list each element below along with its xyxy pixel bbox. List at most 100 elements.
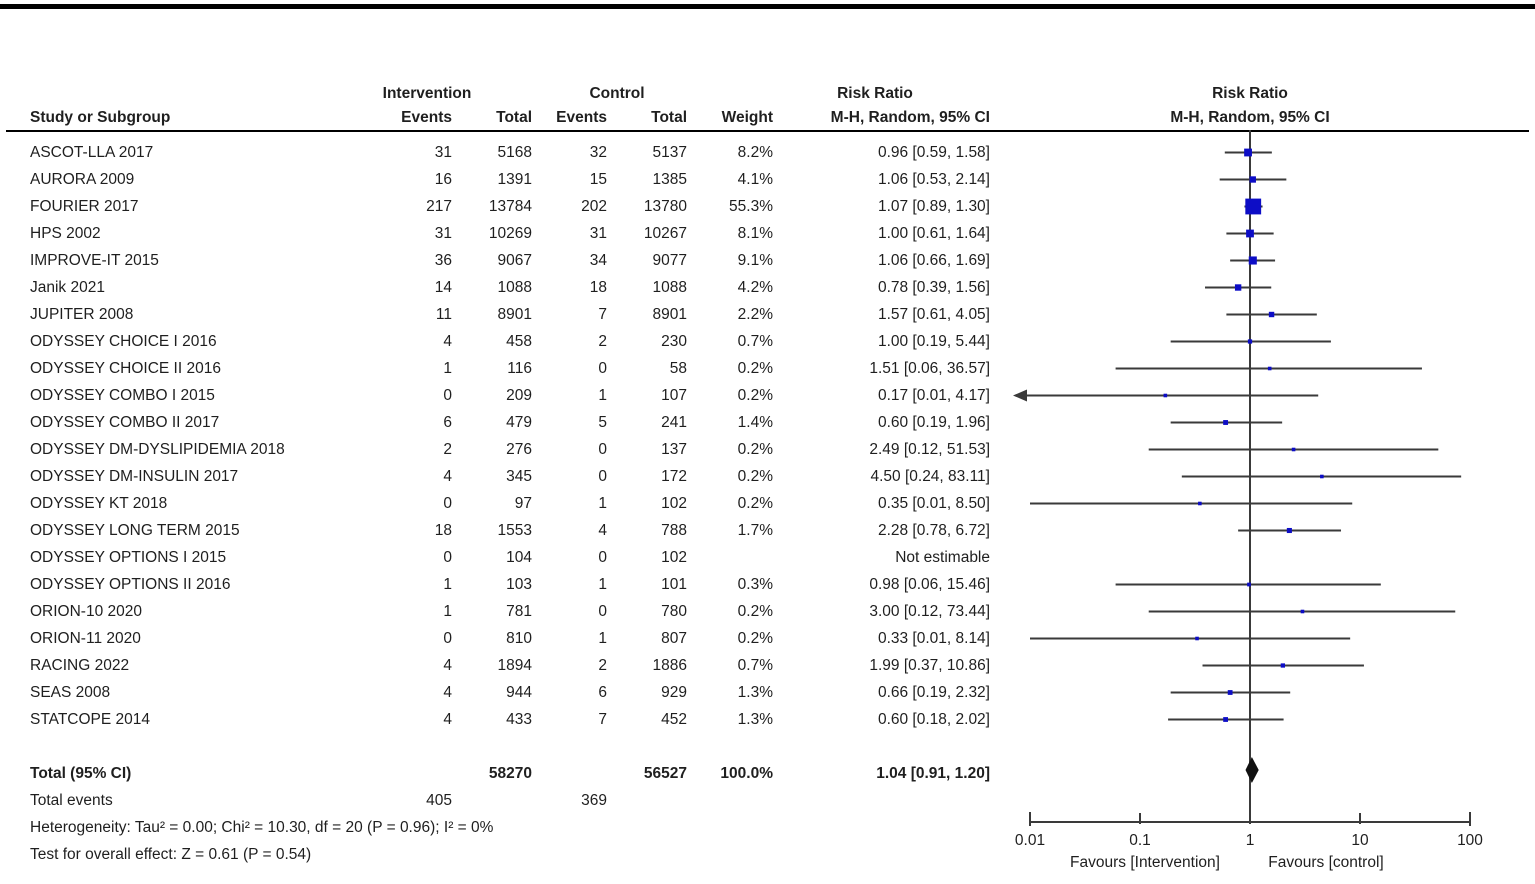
overall-effect-stats: Test for overall effect: Z = 0.61 (P = 0… xyxy=(30,846,312,863)
study-name-cell: ODYSSEY LONG TERM 2015 xyxy=(30,522,240,539)
control-events-cell: 0 xyxy=(598,360,607,377)
table-row: FOURIER 2017 217 13784 202 13780 55.3% 1.07 [0… xyxy=(0,193,1000,220)
intervention-total-cell: 479 xyxy=(506,414,532,431)
control-total-cell: 230 xyxy=(661,333,687,350)
rr-marker xyxy=(1268,311,1275,318)
weight-cell: 0.3% xyxy=(737,576,773,593)
top-rule xyxy=(0,4,1535,9)
table-row: ODYSSEY DM-INSULIN 2017 4 345 0 172 0.2% 4.50 … xyxy=(0,463,1000,490)
ci-arrow-left xyxy=(1013,389,1027,402)
weight-cell: 2.2% xyxy=(737,306,773,323)
intervention-events-cell: 4 xyxy=(443,684,452,701)
control-events-cell: 31 xyxy=(589,225,607,242)
intervention-events-cell: 4 xyxy=(443,468,452,485)
table-row: ORION-11 2020 0 810 1 807 0.2% 0.33 [0.01, 8.1… xyxy=(0,625,1000,652)
total-events-intervention: 405 xyxy=(426,792,452,809)
intervention-events-cell: 6 xyxy=(443,414,452,431)
intervention-events-cell: 31 xyxy=(434,225,452,242)
control-total-cell: 788 xyxy=(661,522,687,539)
table-row: Janik 2021 14 1088 18 1088 4.2% 0.78 [0.39, 1.… xyxy=(0,274,1000,301)
control-events-cell: 0 xyxy=(598,441,607,458)
risk-ratio-cell: 0.60 [0.18, 2.02] xyxy=(877,711,990,728)
risk-ratio-cell: 0.78 [0.39, 1.56] xyxy=(877,279,990,296)
rr-marker xyxy=(1247,582,1251,587)
table-row: ASCOT-LLA 2017 31 5168 32 5137 8.2% 0.96 [0.59… xyxy=(0,139,1000,166)
study-name-cell: ASCOT-LLA 2017 xyxy=(30,144,154,161)
control-total-cell: 1385 xyxy=(652,171,687,188)
control-total-header: Total xyxy=(651,109,687,126)
control-total-cell: 5137 xyxy=(652,144,687,161)
intervention-events-cell: 4 xyxy=(443,657,452,674)
study-column-header: Study or Subgroup xyxy=(30,109,171,126)
intervention-total-cell: 97 xyxy=(514,495,532,512)
table-row: HPS 2002 31 10269 31 10267 8.1% 1.00 [0.61, 1.… xyxy=(0,220,1000,247)
control-events-cell: 0 xyxy=(598,603,607,620)
method-column-header: M-H, Random, 95% CI xyxy=(830,109,990,126)
intervention-total-cell: 1553 xyxy=(497,522,532,539)
control-total-cell: 172 xyxy=(661,468,687,485)
control-events-cell: 5 xyxy=(598,414,607,431)
intervention-total-cell: 1894 xyxy=(497,657,532,674)
table-row: ODYSSEY OPTIONS I 2015 0 104 0 102 Not estima… xyxy=(0,544,1000,571)
total-events-label: Total events xyxy=(30,792,113,809)
table-row: ODYSSEY KT 2018 0 97 1 102 0.2% 0.35 [0.01, 8.… xyxy=(0,490,1000,517)
intervention-events-cell: 36 xyxy=(434,252,452,269)
table-row: ODYSSEY DM-DYSLIPIDEMIA 2018 2 276 0 137 0.2%… xyxy=(0,436,1000,463)
study-name-cell: ODYSSEY OPTIONS II 2016 xyxy=(30,576,231,593)
rr-marker xyxy=(1223,420,1229,425)
intervention-events-cell: 0 xyxy=(443,549,452,566)
rr-marker xyxy=(1320,474,1324,479)
intervention-events-cell: 2 xyxy=(443,441,452,458)
control-total-cell: 1088 xyxy=(652,279,687,296)
study-name-cell: ODYSSEY KT 2018 xyxy=(30,495,168,512)
study-name-cell: RACING 2022 xyxy=(30,657,130,674)
control-total-cell: 929 xyxy=(661,684,687,701)
rr-marker xyxy=(1246,229,1254,238)
intervention-group-header: Intervention xyxy=(382,85,472,102)
weight-cell: 1.3% xyxy=(737,684,773,701)
weight-cell: 0.2% xyxy=(737,630,773,647)
study-name-cell: AURORA 2009 xyxy=(30,171,135,188)
risk-ratio-cell: 0.96 [0.59, 1.58] xyxy=(877,144,990,161)
control-events-cell: 1 xyxy=(598,495,607,512)
study-name-cell: ODYSSEY DM-INSULIN 2017 xyxy=(30,468,239,485)
risk-ratio-cell: Not estimable xyxy=(895,549,990,566)
rr-marker xyxy=(1245,198,1262,215)
table-row: ODYSSEY OPTIONS II 2016 1 103 1 101 0.3% 0.98 … xyxy=(0,571,1000,598)
rr-marker xyxy=(1247,339,1253,344)
intervention-events-cell: 18 xyxy=(434,522,452,539)
risk-ratio-cell: 4.50 [0.24, 83.11] xyxy=(870,468,990,485)
study-name-cell: IMPROVE-IT 2015 xyxy=(30,252,159,269)
method-plot-header: M-H, Random, 95% CI xyxy=(1170,109,1330,126)
control-events-cell: 1 xyxy=(598,630,607,647)
favours-intervention-label: Favours [Intervention] xyxy=(1070,854,1220,871)
risk-ratio-cell: 1.57 [0.61, 4.05] xyxy=(877,306,990,323)
control-total-cell: 780 xyxy=(661,603,687,620)
intervention-total-cell: 104 xyxy=(506,549,532,566)
rr-marker xyxy=(1227,690,1233,695)
control-group-header: Control xyxy=(589,85,645,102)
weight-cell: 55.3% xyxy=(729,198,773,215)
control-total-cell: 807 xyxy=(661,630,687,647)
intervention-total-cell: 345 xyxy=(506,468,532,485)
weight-cell: 0.2% xyxy=(737,387,773,404)
intervention-events-cell: 11 xyxy=(435,306,452,323)
heterogeneity-stats: Heterogeneity: Tau² = 0.00; Chi² = 10.30… xyxy=(30,819,494,836)
control-total-cell: 241 xyxy=(661,414,687,431)
rr-marker xyxy=(1234,284,1242,291)
study-name-cell: JUPITER 2008 xyxy=(30,306,134,323)
control-events-cell: 15 xyxy=(589,171,607,188)
intervention-events-cell: 14 xyxy=(434,279,452,296)
table-row: IMPROVE-IT 2015 36 9067 34 9077 9.1% 1.06 [0.6… xyxy=(0,247,1000,274)
rr-marker xyxy=(1291,447,1296,452)
intervention-total-header: Total xyxy=(496,109,532,126)
rr-marker xyxy=(1300,609,1305,614)
total-diamond xyxy=(1245,757,1259,783)
intervention-total-cell: 944 xyxy=(506,684,532,701)
study-name-cell: ODYSSEY COMBO II 2017 xyxy=(30,414,220,431)
risk-ratio-cell: 0.35 [0.01, 8.50] xyxy=(877,495,990,512)
intervention-total-cell: 433 xyxy=(506,711,532,728)
table-row: ODYSSEY COMBO II 2017 6 479 5 241 1.4% 0.60 [0… xyxy=(0,409,1000,436)
control-events-header: Events xyxy=(556,109,607,126)
rr-marker xyxy=(1163,393,1168,398)
